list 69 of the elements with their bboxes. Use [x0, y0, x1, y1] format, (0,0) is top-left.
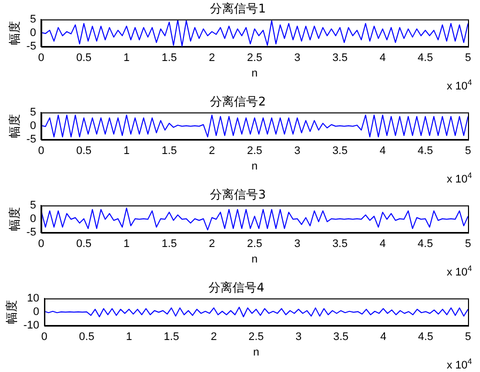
text: x 10$^{4}$ [446, 77, 472, 93]
text: x 10$^{4}$ [446, 170, 472, 186]
x-tick-label: 2.5 [248, 331, 264, 344]
x-tick-label: 3 [294, 238, 300, 250]
x-tick-label: 1.5 [162, 238, 177, 250]
x-tick-label: 3 [294, 145, 300, 158]
x-tick-label: 5 [464, 145, 472, 158]
x-tick-label: 5 [464, 52, 472, 64]
x-tick-label: 1 [123, 145, 130, 158]
x-tick-label: 1 [123, 52, 130, 64]
x-axis-title: n [253, 346, 260, 358]
x-tick-label: 4.5 [418, 145, 433, 158]
x-axis-title: n [252, 67, 258, 80]
x-tick-label: 0 [41, 331, 48, 344]
x-tick-label: 5 [464, 238, 472, 250]
x-tick-label: 4 [380, 331, 386, 344]
x-tick-label: 1 [123, 238, 130, 250]
y-axis-title: 幅度 [4, 300, 18, 324]
x-tick-label: 2 [208, 238, 215, 250]
y-tick-label: -10 [23, 320, 40, 332]
x-axis-title: n [252, 160, 258, 172]
chart-title: 分离信号1 [210, 1, 266, 16]
x-tick-label: 3.5 [332, 238, 348, 250]
x-tick-label: 3.5 [333, 331, 349, 344]
y-tick-label: 10 [27, 292, 40, 304]
x-tick-label: 4.5 [418, 238, 433, 250]
chart-title: 分离信号3 [210, 187, 266, 202]
x-tick-label: 3 [294, 52, 300, 64]
x-tick-label: 4 [380, 238, 386, 250]
y-tick-label: 0 [30, 213, 36, 226]
x-axis-title: n [252, 253, 258, 266]
y-tick-label: 5 [30, 199, 36, 212]
chart-title: 分离信号4 [208, 280, 264, 294]
text: x 10$^{4}$ [446, 356, 472, 372]
x-tick-label: 5 [464, 331, 472, 344]
y-tick-label: 5 [30, 13, 36, 26]
y-tick-label: 0 [33, 306, 40, 318]
x-tick-label: 3.5 [332, 145, 348, 158]
x-tick-label: 2 [210, 331, 217, 344]
y-tick-label: 5 [30, 106, 36, 118]
y-tick-label: 0 [30, 120, 36, 132]
y-tick-label: -5 [26, 40, 36, 53]
x-tick-label: 4.5 [418, 331, 434, 344]
x-tick-label: 4 [380, 52, 386, 64]
x-tick-label: 2.5 [246, 52, 262, 64]
y-axis-title: 幅度 [7, 114, 22, 138]
y-axis-title: 幅度 [7, 207, 22, 231]
x-tick-label: 3 [295, 331, 302, 344]
x-tick-label: 2.5 [246, 145, 262, 158]
text: x 10$^{4}$ [446, 263, 472, 279]
x-tick-label: 0.5 [76, 145, 92, 158]
x-tick-label: 1 [126, 331, 132, 344]
x-tick-label: 2 [208, 145, 215, 158]
x-tick-label: 2 [208, 52, 215, 64]
x-tick-label: 4 [380, 145, 386, 158]
y-tick-label: -5 [26, 226, 36, 239]
x-tick-label: 2.5 [246, 238, 262, 250]
x-tick-label: 1.5 [164, 331, 180, 344]
x-tick-label: 0.5 [79, 331, 94, 344]
y-tick-label: 0 [30, 27, 36, 40]
x-tick-label: 3.5 [332, 52, 348, 64]
chart-title: 分离信号2 [210, 94, 266, 108]
y-tick-label: -5 [26, 134, 36, 146]
x-tick-label: 4.5 [418, 52, 433, 64]
x-tick-label: 1.5 [162, 52, 177, 64]
x-tick-label: 0.5 [76, 238, 92, 250]
x-tick-label: 0.5 [76, 52, 92, 64]
x-tick-label: 1.5 [162, 145, 177, 158]
y-axis-title: 幅度 [7, 21, 22, 45]
